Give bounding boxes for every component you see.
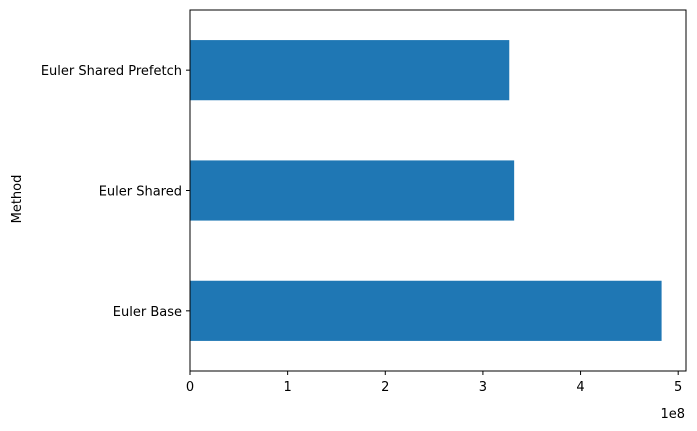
y-axis-label: Method — [10, 175, 25, 224]
bar-euler-shared — [190, 160, 515, 221]
x-tick-label: 0 — [186, 380, 194, 395]
x-tick-label: 2 — [381, 380, 389, 395]
plot-frame — [189, 9, 687, 372]
x-tick-label: 3 — [479, 380, 487, 395]
bar-euler-shared-prefetch — [190, 40, 510, 101]
x-offset-label: 1e8 — [660, 407, 685, 422]
y-tick-label: Euler Base — [113, 305, 182, 320]
bar-euler-base — [190, 280, 662, 341]
y-tick-label: Euler Shared — [99, 185, 182, 200]
x-tick-label: 1 — [283, 380, 291, 395]
x-tick-label: 4 — [576, 380, 584, 395]
bars-group — [190, 40, 662, 341]
x-tick-label: 5 — [674, 380, 682, 395]
y-ticks-group: Euler Base Euler Shared Euler Shared Prefe… — [41, 64, 190, 320]
y-tick-label: Euler Shared Prefetch — [41, 64, 182, 79]
x-ticks-group: 0 1 2 3 4 5 — [186, 371, 682, 395]
